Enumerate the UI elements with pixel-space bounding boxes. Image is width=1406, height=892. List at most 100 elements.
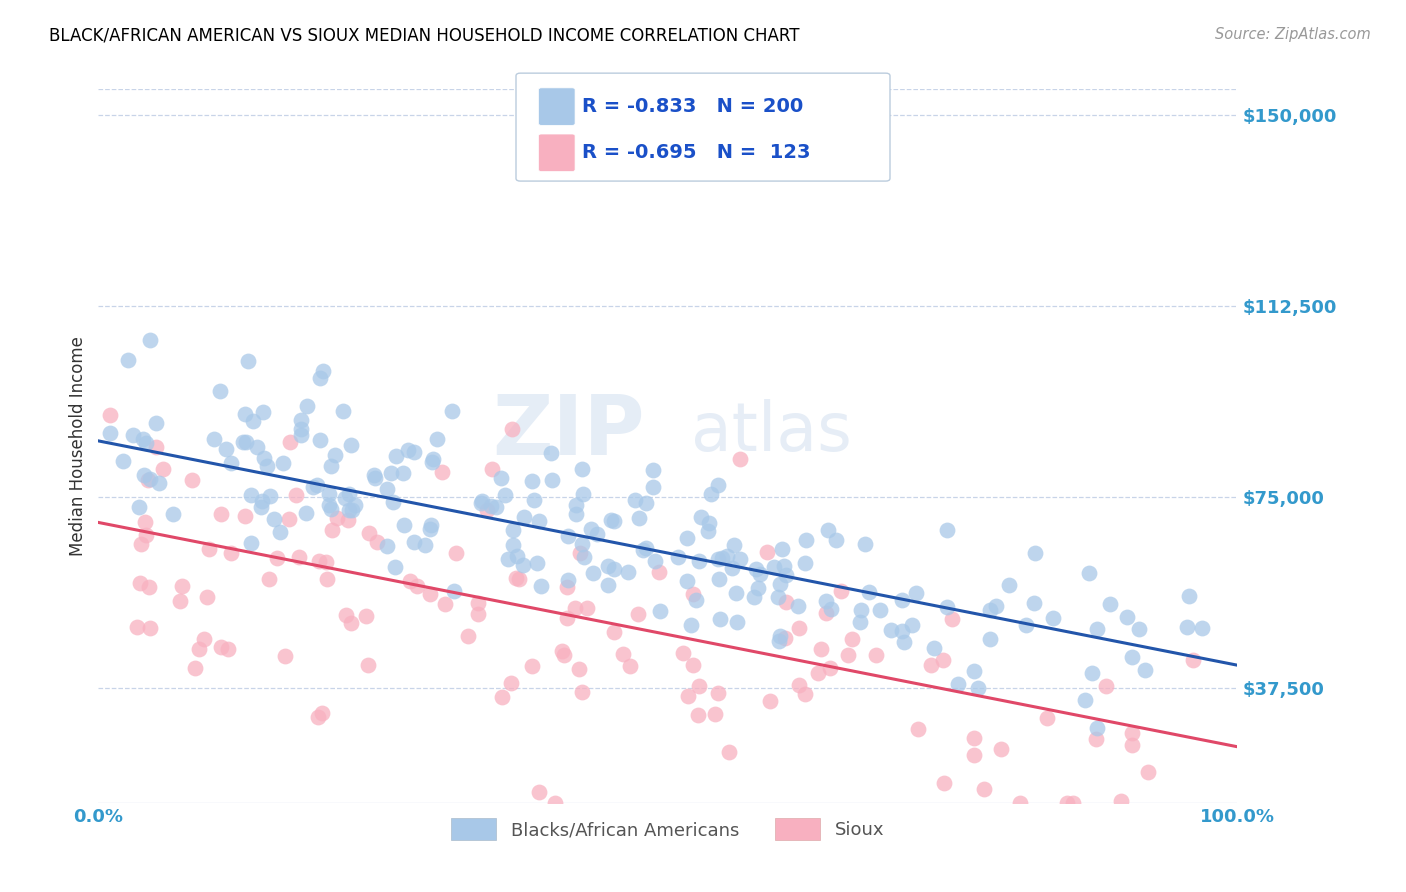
Sioux (340, 615, 363, 630)
Blacks/African Americans (420, 518, 443, 533)
Blacks/African Americans (571, 462, 593, 476)
Blacks/African Americans (880, 624, 903, 638)
Sioux (704, 707, 727, 722)
Sioux (627, 607, 650, 621)
Blacks/African Americans (603, 562, 626, 576)
Sioux (555, 580, 578, 594)
Sioux (433, 597, 456, 611)
Blacks/African Americans (339, 438, 361, 452)
Blacks/African Americans (742, 590, 765, 604)
Sioux (481, 461, 503, 475)
Blacks/African Americans (318, 498, 340, 512)
Blacks/African Americans (1022, 596, 1045, 610)
Sioux (399, 574, 422, 589)
Blacks/African Americans (256, 459, 278, 474)
Blacks/African Americans (121, 428, 143, 442)
Blacks/African Americans (232, 434, 254, 449)
Sioux (564, 601, 586, 615)
Blacks/African Americans (319, 502, 342, 516)
Blacks/African Americans (496, 551, 519, 566)
Sioux (963, 747, 986, 762)
Blacks/African Americans (426, 432, 449, 446)
Blacks/African Americans (290, 413, 312, 427)
Sioux (467, 596, 489, 610)
Blacks/African Americans (775, 568, 797, 582)
Blacks/African Americans (479, 500, 502, 514)
Text: BLACK/AFRICAN AMERICAN VS SIOUX MEDIAN HOUSEHOLD INCOME CORRELATION CHART: BLACK/AFRICAN AMERICAN VS SIOUX MEDIAN H… (49, 27, 800, 45)
Blacks/African Americans (512, 558, 534, 572)
Blacks/African Americans (794, 533, 817, 547)
Sioux (287, 549, 309, 564)
Sioux (278, 511, 301, 525)
Blacks/African Americans (117, 352, 139, 367)
Blacks/African Americans (502, 523, 524, 537)
Sioux (568, 546, 591, 560)
Blacks/African Americans (290, 421, 312, 435)
Blacks/African Americans (1178, 589, 1201, 603)
Blacks/African Americans (853, 537, 876, 551)
Sioux (499, 675, 522, 690)
Blacks/African Americans (666, 549, 689, 564)
Sioux (477, 503, 499, 517)
Sioux (1010, 796, 1032, 810)
Text: ZIP: ZIP (492, 392, 645, 472)
Blacks/African Americans (707, 572, 730, 586)
Blacks/African Americans (817, 523, 839, 537)
Sioux (529, 785, 551, 799)
Blacks/African Americans (579, 523, 602, 537)
Sioux (129, 575, 152, 590)
Blacks/African Americans (494, 488, 516, 502)
Blacks/African Americans (602, 514, 624, 528)
Blacks/African Americans (402, 534, 425, 549)
Blacks/African Americans (290, 427, 312, 442)
Blacks/African Americans (723, 538, 745, 552)
Blacks/African Americans (571, 537, 593, 551)
Sioux (707, 686, 730, 700)
Blacks/African Americans (506, 549, 529, 563)
Sioux (467, 607, 489, 622)
Sioux (682, 587, 704, 601)
Blacks/African Americans (700, 487, 723, 501)
Blacks/African Americans (332, 403, 354, 417)
Blacks/African Americans (572, 550, 595, 565)
Sioux (551, 644, 574, 658)
Blacks/African Americans (342, 502, 364, 516)
Blacks/African Americans (422, 452, 444, 467)
Sioux (1111, 794, 1133, 808)
Sioux (907, 722, 929, 736)
Sioux (1137, 764, 1160, 779)
Sioux (920, 658, 942, 673)
Sioux (136, 473, 159, 487)
Sioux (134, 516, 156, 530)
Sioux (973, 781, 995, 796)
Blacks/African Americans (413, 538, 436, 552)
Sioux (773, 631, 796, 645)
Blacks/African Americans (689, 510, 711, 524)
Blacks/African Americans (721, 561, 744, 575)
Blacks/African Americans (762, 559, 785, 574)
Blacks/African Americans (586, 527, 609, 541)
Sioux (682, 657, 704, 672)
Blacks/African Americans (249, 500, 271, 514)
Blacks/African Americans (1191, 621, 1213, 635)
Blacks/African Americans (246, 440, 269, 454)
Blacks/African Americans (1078, 566, 1101, 581)
Blacks/African Americans (697, 516, 720, 530)
Blacks/African Americans (676, 574, 699, 588)
Blacks/African Americans (309, 371, 332, 385)
Sioux (98, 408, 121, 422)
Blacks/African Americans (471, 494, 494, 508)
Blacks/African Americans (676, 531, 699, 545)
Blacks/African Americans (769, 577, 792, 591)
Blacks/African Americans (305, 478, 328, 492)
Blacks/African Americans (824, 533, 846, 548)
Blacks/African Americans (235, 408, 257, 422)
Blacks/African Americans (814, 594, 837, 608)
Blacks/African Americans (301, 480, 323, 494)
Blacks/African Americans (540, 446, 562, 460)
Sioux (170, 579, 193, 593)
Sioux (1062, 796, 1084, 810)
Sioux (357, 657, 380, 672)
Blacks/African Americans (384, 560, 406, 574)
Blacks/African Americans (893, 634, 915, 648)
